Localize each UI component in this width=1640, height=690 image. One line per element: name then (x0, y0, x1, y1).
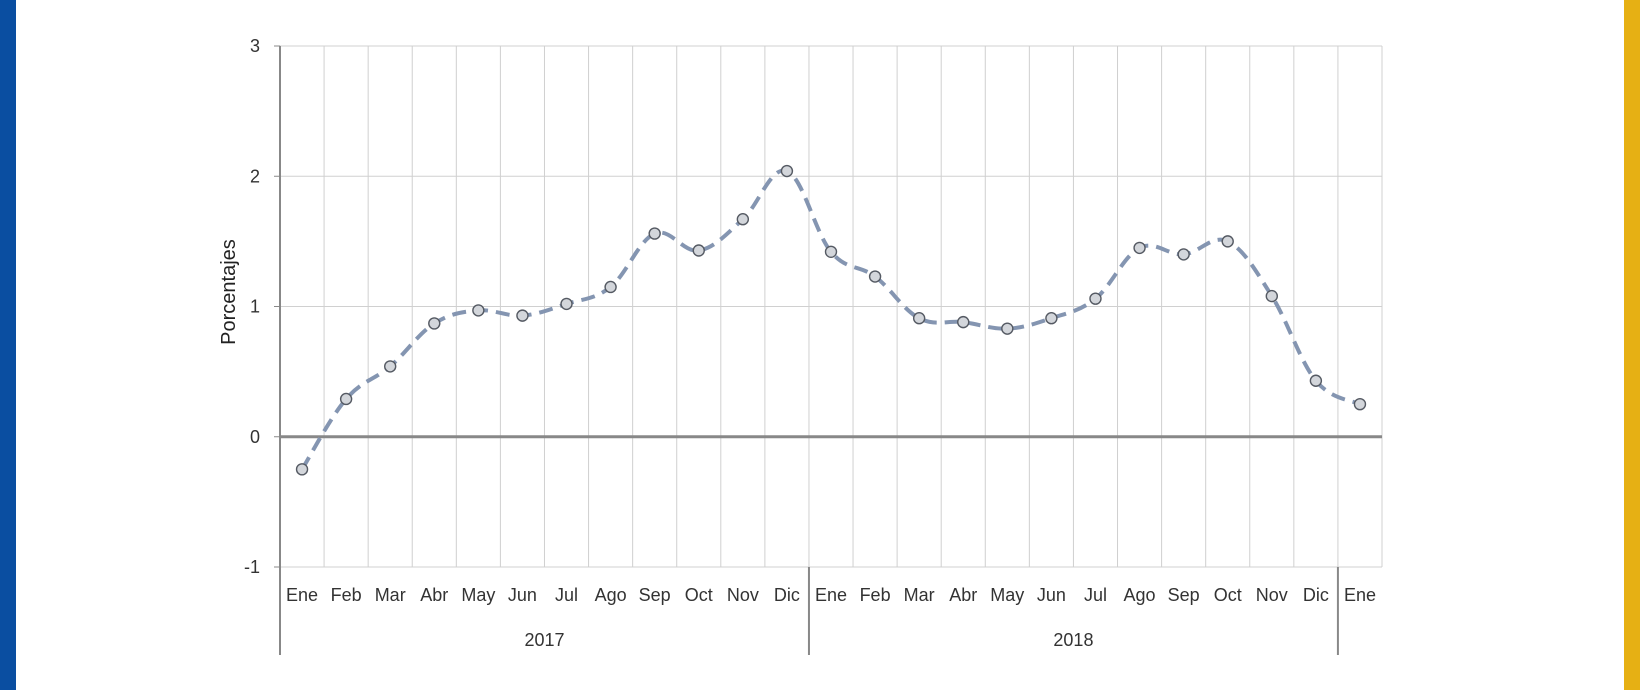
x-tick-label: Ene (1344, 585, 1376, 605)
data-point (472, 304, 485, 317)
y-tick-label: 2 (250, 166, 260, 186)
data-point (1001, 322, 1014, 335)
data-point (957, 315, 970, 329)
x-tick-label: Nov (727, 585, 759, 605)
x-tick-label: Ene (815, 585, 847, 605)
data-point (1045, 312, 1058, 325)
x-tick-label: Sep (1168, 585, 1200, 605)
data-point (1221, 235, 1234, 248)
data-point (560, 297, 573, 311)
data-point (824, 245, 838, 258)
x-tick-label: Ago (1124, 585, 1156, 605)
x-tick-label: Abr (420, 585, 448, 605)
x-tick-label: Oct (685, 585, 713, 605)
y-tick-label: 1 (250, 297, 260, 317)
year-groups: 2017 2018 (279, 567, 1339, 655)
x-tick-label: Ago (595, 585, 627, 605)
data-point (384, 360, 397, 373)
group-label: 2018 (1053, 630, 1093, 650)
left-accent-bar (0, 0, 16, 690)
x-tick-label: May (461, 585, 495, 605)
x-tick-label: Ene (286, 585, 318, 605)
data-point (1309, 374, 1323, 387)
y-axis-label: Porcentajes (218, 239, 240, 345)
data-point (780, 164, 794, 178)
data-point (1133, 241, 1146, 255)
data-point (736, 213, 750, 226)
x-tick-label: Nov (1256, 585, 1288, 605)
x-tick-label: Jun (508, 585, 537, 605)
data-point (912, 312, 926, 325)
x-tick-label: Mar (904, 585, 935, 605)
right-accent-bar (1624, 0, 1640, 690)
data-point (516, 309, 529, 322)
y-tick-label: 3 (250, 36, 260, 56)
data-point (868, 270, 882, 283)
x-tick-label: Jul (555, 585, 578, 605)
x-tick-label: Dic (774, 585, 800, 605)
data-point (295, 463, 309, 476)
y-tick-label: 0 (250, 427, 260, 447)
x-tick-label: Dic (1303, 585, 1329, 605)
x-axis-ticks: Ene Feb Mar Abr May Jun Jul Ago Sep Oct Nov Dic Ene F… (286, 585, 1376, 605)
data-point (692, 244, 705, 257)
data-point (1089, 292, 1102, 305)
data-point (1265, 289, 1279, 303)
x-tick-label: Abr (949, 585, 977, 605)
x-tick-label: Feb (331, 585, 362, 605)
data-point (1177, 248, 1190, 261)
data-point (1353, 397, 1367, 411)
data-point (339, 392, 353, 406)
x-tick-label: Mar (375, 585, 406, 605)
data-markers (295, 164, 1367, 476)
data-point (604, 280, 617, 294)
x-tick-label: Sep (639, 585, 671, 605)
x-tick-label: Jun (1037, 585, 1066, 605)
y-axis-ticks: -1 0 1 2 3 (244, 36, 280, 577)
x-tick-label: Feb (860, 585, 891, 605)
data-point (648, 227, 661, 240)
x-tick-label: May (990, 585, 1024, 605)
grid (280, 45, 1383, 568)
group-label: 2017 (524, 630, 564, 650)
series-line (300, 168, 1361, 471)
data-point (428, 317, 441, 330)
x-tick-label: Oct (1214, 585, 1242, 605)
y-tick-label: -1 (244, 557, 260, 577)
x-tick-label: Jul (1084, 585, 1107, 605)
